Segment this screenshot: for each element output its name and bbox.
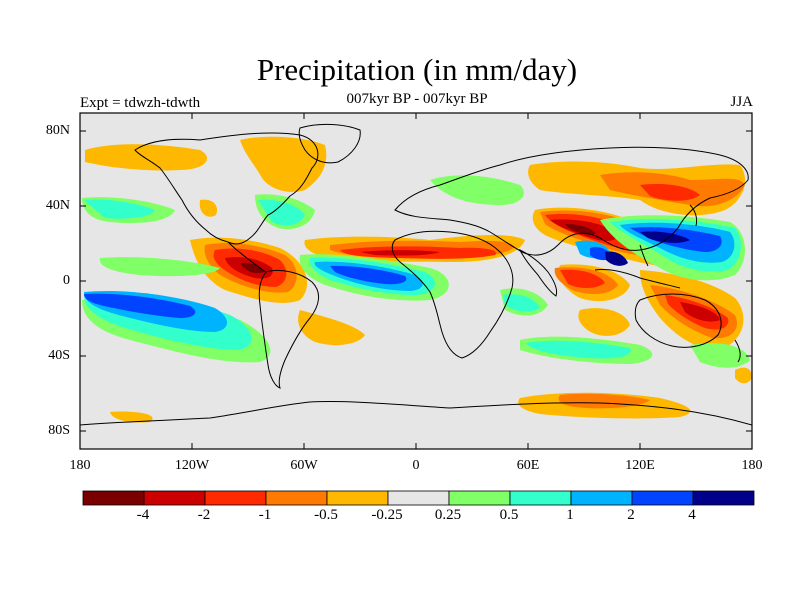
precipitation-anomaly-field bbox=[82, 136, 752, 423]
x-tick-180-left: 180 bbox=[69, 458, 91, 473]
map-subtitle: 007kyr BP - 007kyr BP bbox=[346, 91, 488, 107]
coastline-south-america bbox=[258, 269, 319, 389]
x-tick-120W: 120W bbox=[174, 458, 210, 473]
anomaly-minus-4-layer bbox=[240, 224, 596, 274]
colorbar-swatch bbox=[448, 490, 511, 506]
colorbar bbox=[82, 490, 755, 506]
colorbar-label: 0.25 bbox=[434, 507, 462, 523]
y-tick-80N: 80N bbox=[45, 123, 70, 138]
coastline-greenland bbox=[298, 123, 361, 164]
x-tick-0: 0 bbox=[412, 458, 420, 473]
x-tick-60E: 60E bbox=[516, 458, 540, 473]
coastline-india bbox=[518, 248, 558, 297]
y-tick-40N: 40N bbox=[45, 198, 70, 213]
colorbar-swatch bbox=[204, 490, 267, 506]
coastline-indonesia bbox=[594, 269, 681, 289]
coastline-eurasia bbox=[394, 146, 749, 256]
coastline-australia bbox=[634, 293, 722, 348]
colorbar-swatch bbox=[326, 490, 389, 506]
y-tick-0: 0 bbox=[63, 273, 70, 288]
y-tick-80S: 80S bbox=[48, 423, 70, 438]
colorbar-label: -2 bbox=[197, 507, 211, 523]
x-tick-180-right: 180 bbox=[741, 458, 763, 473]
x-tick-120E: 120E bbox=[625, 458, 655, 473]
coastlines bbox=[80, 123, 752, 426]
colorbar-label: -4 bbox=[136, 507, 150, 523]
coastline-africa bbox=[391, 230, 514, 359]
coastline-central-america bbox=[227, 241, 267, 273]
coastline-new-zealand bbox=[734, 339, 741, 363]
coastline-north-america bbox=[134, 132, 319, 245]
anomaly-plus-4-layer bbox=[605, 231, 690, 266]
coastline-antarctica bbox=[80, 401, 752, 426]
colorbar-swatch bbox=[143, 490, 206, 506]
y-tick-40S: 40S bbox=[48, 348, 70, 363]
colorbar-label: 4 bbox=[688, 507, 696, 523]
axis-ticks bbox=[79, 113, 753, 449]
coastline-philippines bbox=[639, 244, 649, 267]
colorbar-label: -0.25 bbox=[371, 507, 403, 523]
colorbar-label: 0.5 bbox=[499, 507, 519, 523]
colorbar-swatch bbox=[387, 490, 450, 506]
colorbar-label: -0.5 bbox=[314, 507, 338, 523]
x-tick-60W: 60W bbox=[290, 458, 318, 473]
experiment-label: Expt = tdwzh-tdwth bbox=[80, 95, 201, 111]
season-label: JJA bbox=[730, 94, 753, 110]
colorbar-label: 2 bbox=[627, 507, 635, 523]
colorbar-swatch bbox=[570, 490, 633, 506]
colorbar-swatch bbox=[692, 490, 755, 506]
colorbar-swatch bbox=[265, 490, 328, 506]
colorbar-swatch bbox=[631, 490, 694, 506]
colorbar-label: -1 bbox=[258, 507, 272, 523]
colorbar-swatch bbox=[509, 490, 572, 506]
colorbar-swatch bbox=[82, 490, 145, 506]
coastline-japan bbox=[689, 204, 698, 227]
colorbar-label: 1 bbox=[566, 507, 574, 523]
map-title: Precipitation (in mm/day) bbox=[256, 52, 578, 87]
